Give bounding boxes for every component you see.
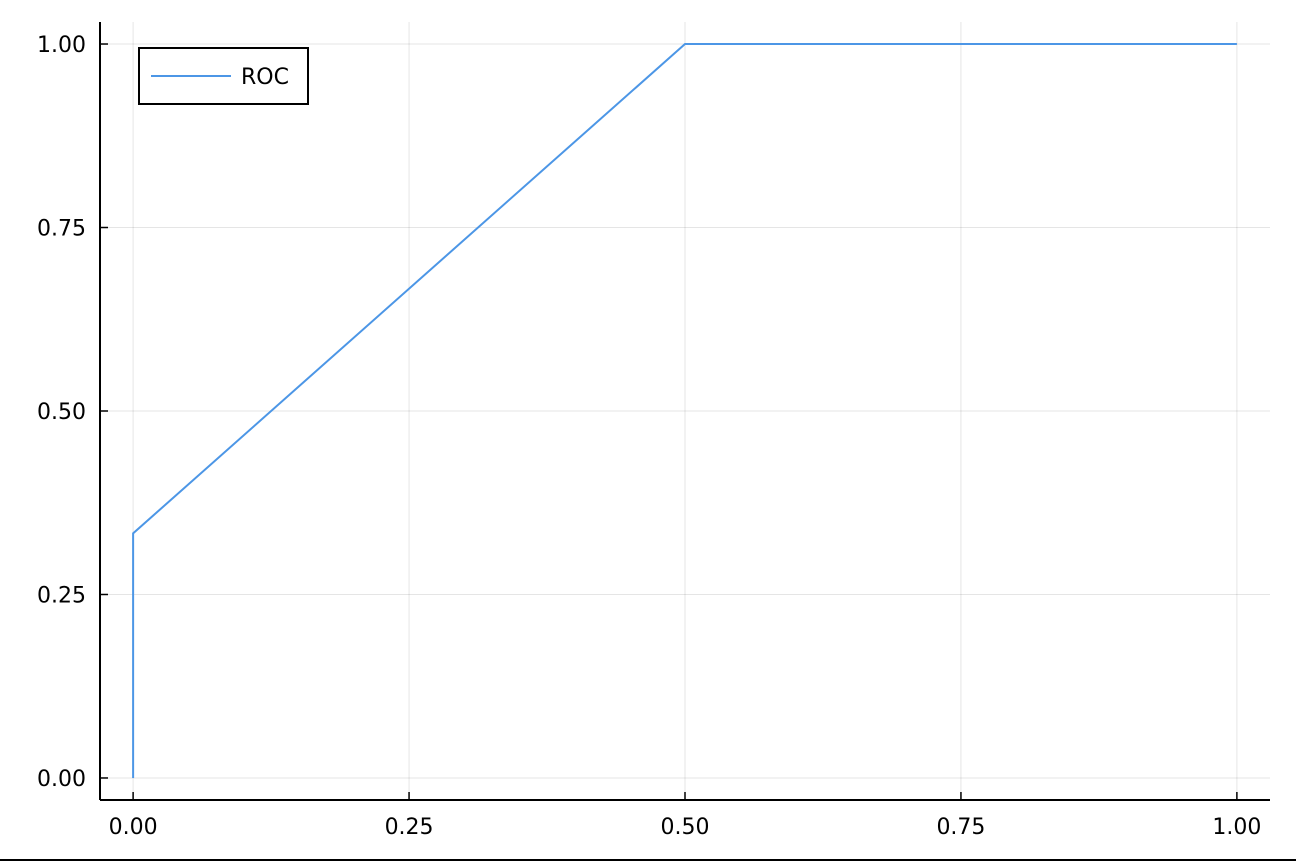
x-tick-label-3: 0.75	[936, 815, 985, 840]
y-tick-label-3: 0.75	[37, 217, 86, 242]
y-tick-label-4: 1.00	[37, 33, 86, 58]
x-tick-label-2: 0.50	[661, 815, 710, 840]
legend-label-0: ROC	[241, 65, 289, 90]
series-layer	[132, 43, 1237, 778]
series-line-ROC	[132, 43, 1237, 778]
y-tick-label-2: 0.50	[37, 400, 86, 425]
tick-marks	[100, 43, 1238, 800]
x-tick-label-4: 1.00	[1212, 815, 1261, 840]
y-tick-label-0: 0.00	[37, 767, 86, 792]
x-tick-label-1: 0.25	[385, 815, 434, 840]
y-tick-label-1: 0.25	[37, 583, 86, 608]
x-tick-label-0: 0.00	[109, 815, 158, 840]
legend: ROC	[138, 47, 309, 105]
tick-labels: 0.00 0.25 0.50 0.75 1.00 0.00 0.25 0.50 0.75 1.00	[37, 33, 1261, 840]
